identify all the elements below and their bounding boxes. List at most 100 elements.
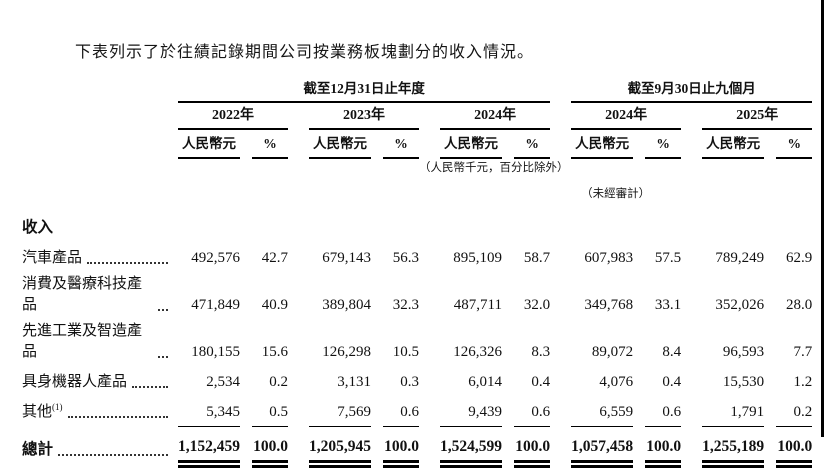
table-row-advanced-industrial: 先進工業及智造產品 180,155 15.6 126,298 10.5 126,…: [22, 319, 812, 366]
table-cell: 5,345: [178, 396, 240, 427]
year-header-row: 2022年 2023年 2024年 2024年 2025年: [22, 102, 813, 130]
total-cell: 1,152,459: [178, 426, 240, 468]
table-cell: 89,072: [591, 344, 634, 360]
table-cell: 28.0: [785, 297, 813, 313]
row-label: 消費及醫療科技產品: [22, 276, 143, 313]
unaudited-note: （未經審計）: [581, 188, 651, 200]
total-cell: 100.0: [514, 426, 551, 468]
table-cell: 352,026: [715, 297, 765, 313]
table-cell: 389,804: [322, 297, 371, 313]
amount-column-header: 人民幣元: [178, 129, 240, 159]
table-cell: 0.3: [400, 374, 419, 390]
row-label: 其他(1): [22, 400, 63, 421]
table-cell: 0.6: [383, 396, 419, 427]
table-cell: 33.1: [654, 297, 682, 313]
year-header-2022: 2022年: [178, 102, 288, 130]
table-cell: 3,131: [337, 374, 371, 390]
table-cell: 607,983: [584, 250, 634, 266]
table-cell: 42.7: [261, 250, 288, 266]
table-cell: 57.5: [654, 250, 682, 266]
table-cell: 32.3: [392, 297, 419, 313]
table-cell: 8.3: [531, 344, 551, 360]
table-cell: 180,155: [191, 344, 240, 360]
column-header-row: 人民幣元 % 人民幣元 % 人民幣元 % 人民幣元 % 人民幣元 %: [22, 129, 813, 159]
dot-leader: [67, 416, 168, 418]
table-cell: 58.7: [523, 250, 551, 266]
amount-column-header: 人民幣元: [571, 129, 634, 159]
unit-note: （人民幣千元，百分比除外）: [419, 162, 569, 174]
table-row-total: 總計 1,152,459 100.0 1,205,945 100.0 1,524…: [22, 426, 813, 468]
table-row-consumer-medical: 消費及醫療科技產品 471,849 40.9 389,804 32.3 487,…: [22, 272, 812, 319]
total-row-label: 總計: [22, 441, 54, 458]
total-cell: 100.0: [776, 426, 813, 468]
section-header: 收入: [22, 219, 54, 236]
row-label: 汽車產品: [22, 250, 83, 266]
total-cell: 100.0: [383, 426, 419, 468]
amount-column-header: 人民幣元: [309, 129, 371, 159]
table-cell: 1,791: [702, 396, 765, 427]
table-row-others: 其他(1) 5,345 0.5 7,569 0.6 9,439 0.6 6,55…: [22, 396, 813, 427]
table-cell: 1.2: [793, 374, 813, 390]
percent-column-header: %: [514, 129, 551, 159]
percent-column-header: %: [776, 129, 813, 159]
revenue-by-segment-table: 截至12月31日止年度 截至9月30日止九個月 2022年 2023年 2024…: [22, 76, 813, 468]
table-cell: 2,534: [206, 374, 240, 390]
table-cell: 32.0: [523, 297, 551, 313]
period-header-nine-months: 截至9月30日止九個月: [571, 76, 813, 103]
dot-leader: [87, 262, 168, 264]
table-cell: 0.4: [662, 374, 682, 390]
row-label: 具身機器人產品: [22, 374, 128, 390]
table-cell: 10.5: [392, 344, 419, 360]
year-header-9m-2024: 2024年: [571, 102, 682, 130]
table-cell: 492,576: [191, 250, 240, 266]
total-cell: 1,255,189: [702, 426, 765, 468]
table-cell: 7,569: [309, 396, 371, 427]
table-cell: 8.4: [662, 344, 682, 360]
table-cell: 0.2: [269, 374, 288, 390]
period-header-annual: 截至12月31日止年度: [178, 76, 551, 103]
total-cell: 100.0: [252, 426, 288, 468]
table-cell: 9,439: [440, 396, 502, 427]
revenue-table-container: 截至12月31日止年度 截至9月30日止九個月 2022年 2023年 2024…: [22, 76, 813, 468]
table-cell: 7.7: [793, 344, 813, 360]
table-cell: 487,711: [453, 297, 502, 313]
year-header-2023: 2023年: [309, 102, 419, 130]
table-cell: 6,559: [571, 396, 634, 427]
table-cell: 0.4: [531, 374, 551, 390]
table-cell: 62.9: [785, 250, 813, 266]
table-cell: 126,298: [322, 344, 371, 360]
footnote-marker: (1): [52, 402, 63, 412]
table-cell: 15,530: [722, 374, 765, 390]
table-cell: 126,326: [453, 344, 502, 360]
percent-column-header: %: [645, 129, 682, 159]
period-header-row: 截至12月31日止年度 截至9月30日止九個月: [22, 76, 813, 103]
amount-column-header: 人民幣元: [702, 129, 765, 159]
table-cell: 471,849: [191, 297, 240, 313]
intro-paragraph: 下表列示了於往績記錄期間公司按業務板塊劃分的收入情況。: [75, 44, 535, 61]
unaudited-note-row: （未經審計）: [22, 180, 812, 206]
total-cell: 100.0: [645, 426, 682, 468]
table-row-auto-products: 汽車產品 492,576 42.7 679,143 56.3 895,109 5…: [22, 242, 812, 272]
table-cell: 96,593: [722, 344, 765, 360]
table-cell: 349,768: [584, 297, 634, 313]
unit-note-row: （人民幣千元，百分比除外）: [22, 158, 812, 180]
table-cell: 56.3: [392, 250, 419, 266]
table-cell: 895,109: [453, 250, 502, 266]
table-cell: 679,143: [322, 250, 371, 266]
row-label-text: 其他: [22, 404, 53, 420]
dot-leader: [158, 356, 168, 358]
percent-column-header: %: [383, 129, 419, 159]
dot-leader: [158, 309, 168, 311]
table-cell: 789,249: [715, 250, 765, 266]
dot-leader: [58, 454, 168, 456]
total-cell: 1,205,945: [309, 426, 371, 468]
page-edge-rule: [821, 0, 824, 437]
dot-leader: [132, 386, 168, 388]
total-cell: 1,524,599: [440, 426, 502, 468]
percent-column-header: %: [252, 129, 288, 159]
table-cell: 0.5: [252, 396, 288, 427]
table-cell: 0.2: [776, 396, 813, 427]
table-cell: 0.6: [645, 396, 682, 427]
table-cell: 40.9: [261, 297, 288, 313]
section-header-row: 收入: [22, 206, 812, 242]
